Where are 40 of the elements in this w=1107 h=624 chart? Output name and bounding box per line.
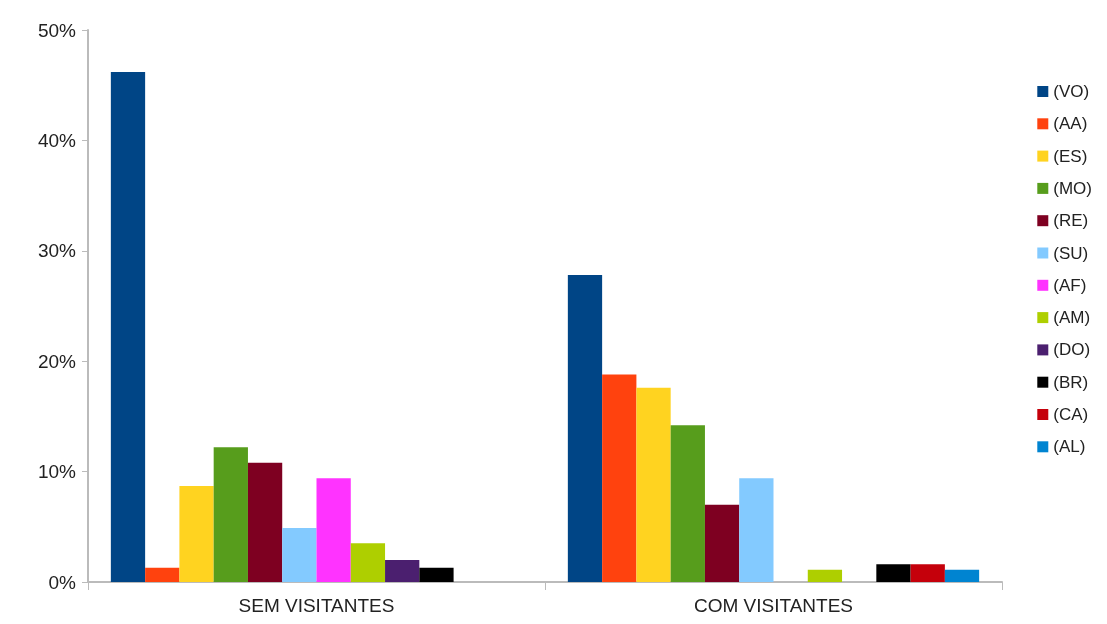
bar [739,478,774,582]
bar [602,374,637,582]
y-tick-label: 30% [37,240,77,262]
bar [247,462,283,582]
bar [567,275,603,582]
legend-label: (AM) [1053,308,1091,328]
bar [910,564,945,582]
bar [350,543,386,582]
bar [282,527,317,582]
bar [213,447,248,582]
bar [944,569,980,582]
legend-label: (AF) [1053,275,1087,295]
legend-label: (SU) [1053,243,1089,263]
bar [876,564,911,582]
y-tick-label: 20% [37,350,77,372]
legend-label: (VO) [1053,82,1090,101]
legend-label: (RE) [1053,211,1089,231]
y-tick-label: 50% [37,19,77,41]
bar [316,478,351,582]
legend-label: (MO) [1053,178,1093,198]
legend-label: (BR) [1053,372,1089,392]
bar [636,387,671,582]
legend-label: (DO) [1053,340,1091,360]
bar [670,425,705,582]
bar [419,567,454,582]
bar [179,485,214,582]
bar [110,71,146,582]
bar [704,504,740,582]
y-tick-label: 40% [37,129,77,151]
legend-label: (ES) [1053,146,1088,166]
bar [807,569,843,582]
legend-label: (AL) [1053,437,1086,457]
legend-label: (CA) [1053,405,1089,424]
y-tick-label: 10% [37,461,77,483]
legend-label: (AA) [1053,114,1088,134]
x-tick-label: COM VISITANTES [693,595,854,616]
bar [145,567,180,582]
x-tick-label: SEM VISITANTES [238,595,395,616]
bar [385,559,420,582]
y-tick-label: 0% [48,571,77,593]
